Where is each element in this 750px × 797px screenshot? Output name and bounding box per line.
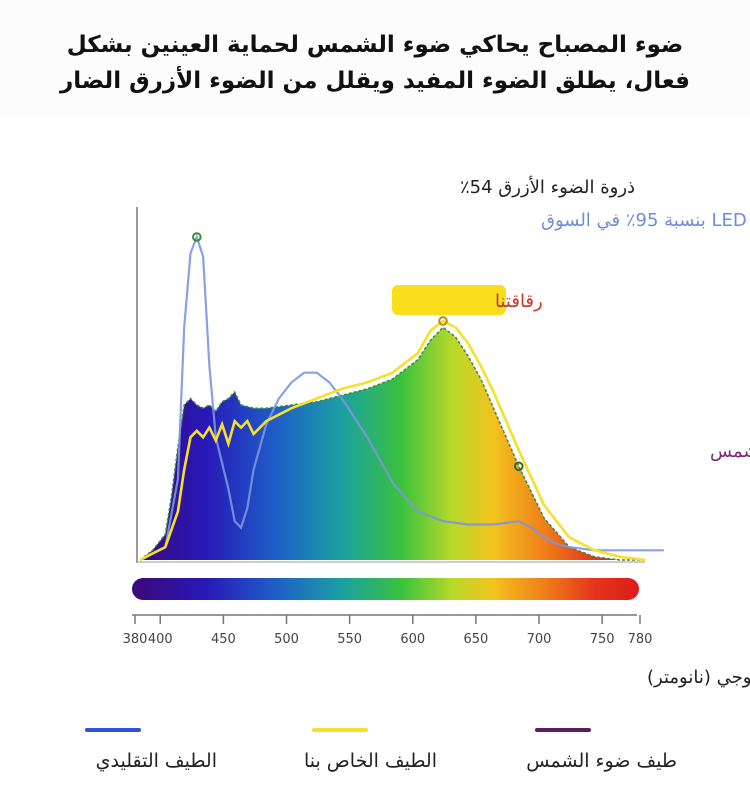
legend-label-ours: الطيف الخاص بنا: [303, 750, 437, 772]
color-spectrum-bar: [132, 578, 639, 600]
legend-label-sunlight: طيف ضوء الشمس: [526, 750, 677, 772]
x-tick-label: 450: [211, 632, 236, 647]
x-tick-label: 600: [400, 632, 425, 647]
ours-badge: [392, 285, 506, 315]
legend-swatch-ours: [312, 728, 368, 732]
legend-swatch-sunlight: [535, 728, 591, 732]
x-tick-label: 780: [628, 632, 653, 647]
x-tick-label: 650: [463, 632, 488, 647]
x-axis-label: الطول الموجي (نانومتر): [647, 667, 750, 688]
headline-line-1: ضوء المصباح يحاكي ضوء الشمس لحماية العين…: [66, 32, 684, 58]
sunlight-annotation: طيف ضوء الشمس: [710, 441, 750, 462]
our-peak-point: [438, 316, 448, 326]
traditional-peak-point: [192, 232, 202, 242]
ours-annotation: رقاقتنا: [495, 291, 543, 312]
our-spectrum-line: [139, 319, 646, 562]
x-tick-label: 550: [337, 632, 362, 647]
legend-label-traditional: الطيف التقليدي: [95, 750, 217, 772]
x-tick-label: 380: [123, 632, 148, 647]
headline-line-2: فعال، يطلق الضوء المفيد ويقلل من الضوء ا…: [60, 68, 690, 94]
sunlight-spectrum-line: [139, 326, 645, 561]
led-source-annotation: مصدر الضوء LED بنسبة 95٪ في السوق: [541, 210, 750, 231]
headline: ضوء المصباح يحاكي ضوء الشمس لحماية العين…: [0, 0, 750, 118]
blue-peak-annotation: ذروة الضوء الأزرق 54٪: [460, 176, 635, 198]
traditional-spectrum-line: [139, 233, 664, 561]
x-tick-label: 400: [148, 632, 173, 647]
sunlight-spectrum-area: [140, 327, 645, 560]
legend: طيف ضوء الشمس الطيف الخاص بنا الطيف التق…: [0, 720, 750, 790]
x-tick-label: 750: [590, 632, 615, 647]
sunlight-marker-point: [513, 461, 524, 472]
legend-swatch-traditional: [85, 728, 141, 732]
x-tick-label: 500: [274, 632, 299, 647]
x-tick-label: 700: [527, 632, 552, 647]
